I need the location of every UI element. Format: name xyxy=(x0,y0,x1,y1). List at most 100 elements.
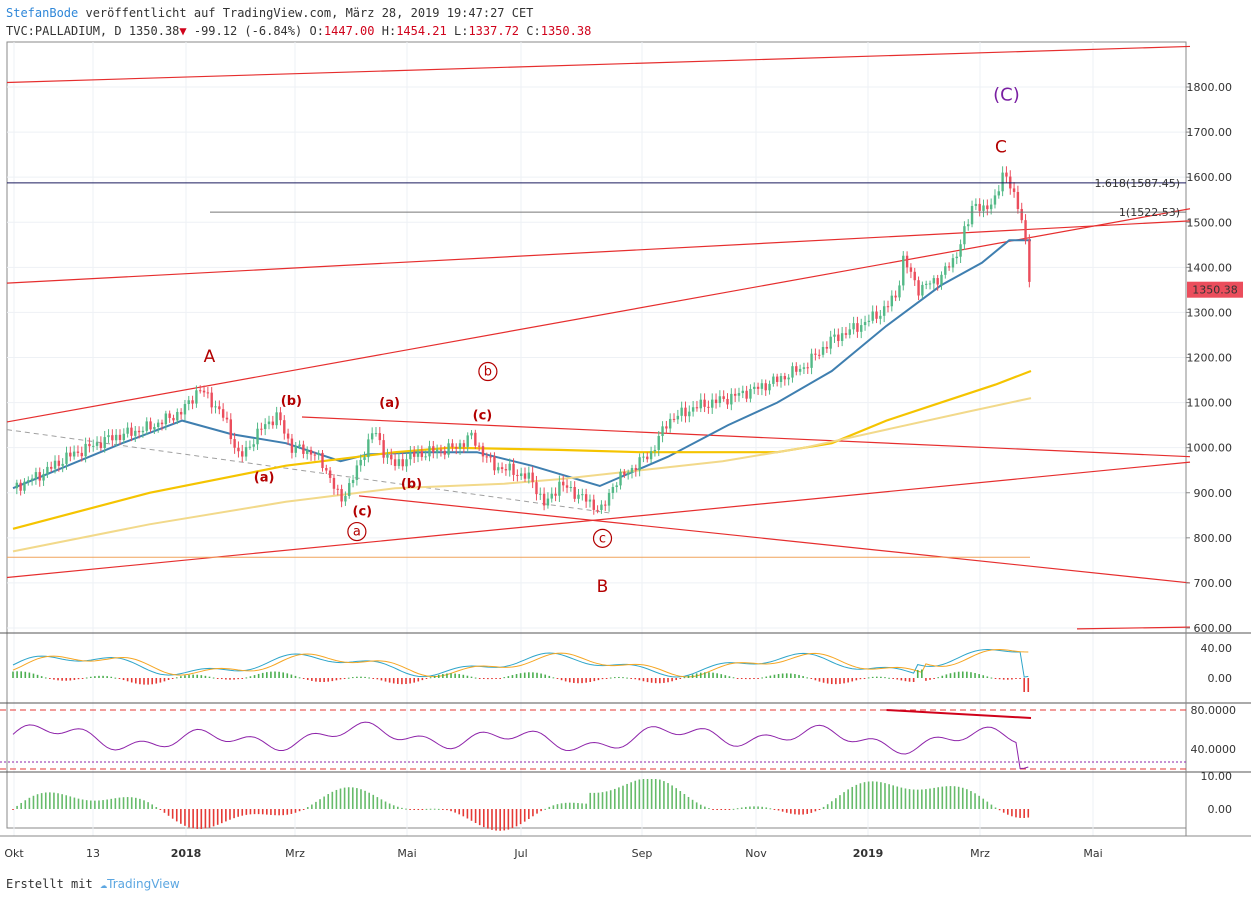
macd-bar xyxy=(237,678,239,680)
histogram-bar xyxy=(855,784,858,809)
histogram-bar xyxy=(335,789,338,809)
histogram-bar xyxy=(356,788,358,809)
macd-bar xyxy=(405,678,407,685)
macd-bar xyxy=(880,676,882,678)
candle-body xyxy=(294,446,297,453)
histogram-bar xyxy=(900,787,903,809)
histogram-bar xyxy=(413,809,415,810)
macd-bar xyxy=(302,678,305,679)
candle-body xyxy=(176,411,179,421)
histogram-bar xyxy=(220,809,223,824)
macd-bar xyxy=(175,677,178,679)
tradingview-logo-icon[interactable]: ☁ xyxy=(99,877,108,891)
close-label: C: xyxy=(526,24,541,38)
histogram-bar xyxy=(966,789,968,809)
histogram-bar xyxy=(302,809,305,810)
candle-body xyxy=(661,426,664,437)
macd-bar xyxy=(573,678,575,683)
macd-bar xyxy=(421,678,424,681)
author-link[interactable]: StefanBode xyxy=(6,6,79,20)
histogram-bar xyxy=(507,809,510,830)
moving-average-line xyxy=(12,239,1031,490)
candle-body xyxy=(1005,172,1008,177)
candle-body xyxy=(420,451,424,457)
macd-bar xyxy=(830,678,833,685)
candle-body xyxy=(554,493,557,496)
candle-body xyxy=(206,392,210,394)
histogram-bar xyxy=(544,808,546,810)
histogram-bar xyxy=(192,809,194,829)
histogram-bar xyxy=(466,809,469,819)
histogram-tick-label: 10.00 xyxy=(1201,770,1233,783)
candle-body xyxy=(179,411,183,415)
candle-body xyxy=(955,256,958,259)
histogram-bar xyxy=(458,809,461,815)
candle-body xyxy=(187,400,190,405)
histogram-bar xyxy=(556,804,559,809)
trendline xyxy=(6,220,1191,284)
macd-bar xyxy=(40,676,43,678)
candle-body xyxy=(913,271,916,281)
candle-body xyxy=(535,482,538,495)
candle-body xyxy=(665,426,668,429)
histogram-bar xyxy=(994,807,997,809)
histogram-bar xyxy=(761,806,763,809)
histogram-bar xyxy=(73,797,76,809)
moving-average-line xyxy=(12,397,1032,553)
histogram-bar xyxy=(511,809,514,829)
histogram-bar xyxy=(372,794,375,809)
histogram-bar xyxy=(482,809,485,828)
macd-bar xyxy=(871,676,874,678)
trendline xyxy=(6,461,1191,579)
macd-bar xyxy=(712,672,714,678)
histogram-bar xyxy=(577,803,579,809)
candle-body xyxy=(95,442,99,446)
macd-bar xyxy=(106,676,108,678)
wave-label: (a) xyxy=(254,470,275,485)
histogram-bar xyxy=(912,789,915,809)
x-tick-label: 2018 xyxy=(171,847,202,860)
macd-bar xyxy=(122,678,125,681)
x-tick-label: Mrz xyxy=(285,847,305,860)
candle-body xyxy=(275,412,278,426)
macd-bar xyxy=(843,678,845,684)
macd-bar xyxy=(311,678,313,681)
candle-body xyxy=(684,407,687,417)
histogram-bar xyxy=(687,796,690,809)
wave-labels: (C) C A B (b) (a) (c) (a) (b) (c) a b c xyxy=(204,85,1020,597)
candle-body xyxy=(558,481,561,496)
macd-bar xyxy=(642,678,645,682)
candle-body xyxy=(756,386,760,389)
tradingview-brand[interactable]: TradingView xyxy=(107,877,180,891)
candle-body xyxy=(523,473,527,479)
candle-body xyxy=(802,367,806,369)
chart-area[interactable]: 1.618(1587.45) 1(1522.53) (C) C A B (b) (a) (c)… xyxy=(0,0,1251,870)
macd-bar xyxy=(36,674,39,678)
candle-body xyxy=(111,435,114,441)
macd-bar xyxy=(826,678,829,684)
wave-label: b xyxy=(484,365,492,380)
macd-bar xyxy=(360,676,362,678)
candle-body xyxy=(588,499,592,502)
candle-body xyxy=(61,463,64,466)
histogram-bar xyxy=(908,789,911,809)
histogram-bar xyxy=(462,809,465,817)
histogram-bar xyxy=(671,785,673,809)
candle-body xyxy=(867,320,871,322)
candle-body xyxy=(38,472,41,481)
macd-bar xyxy=(577,678,579,684)
macd-bar xyxy=(1023,678,1025,692)
histogram-bar xyxy=(98,800,100,809)
candle-body xyxy=(23,481,26,491)
candle-body xyxy=(30,478,34,481)
macd-bar xyxy=(167,678,170,680)
candle-body xyxy=(447,443,450,455)
histogram-bar xyxy=(609,790,612,809)
candle-body xyxy=(806,367,809,369)
candle-body xyxy=(909,267,913,272)
candle-body xyxy=(455,447,458,449)
histogram-bar xyxy=(990,804,993,809)
candle-body xyxy=(921,284,924,296)
candle-body xyxy=(615,485,618,488)
candle-body xyxy=(130,427,133,436)
